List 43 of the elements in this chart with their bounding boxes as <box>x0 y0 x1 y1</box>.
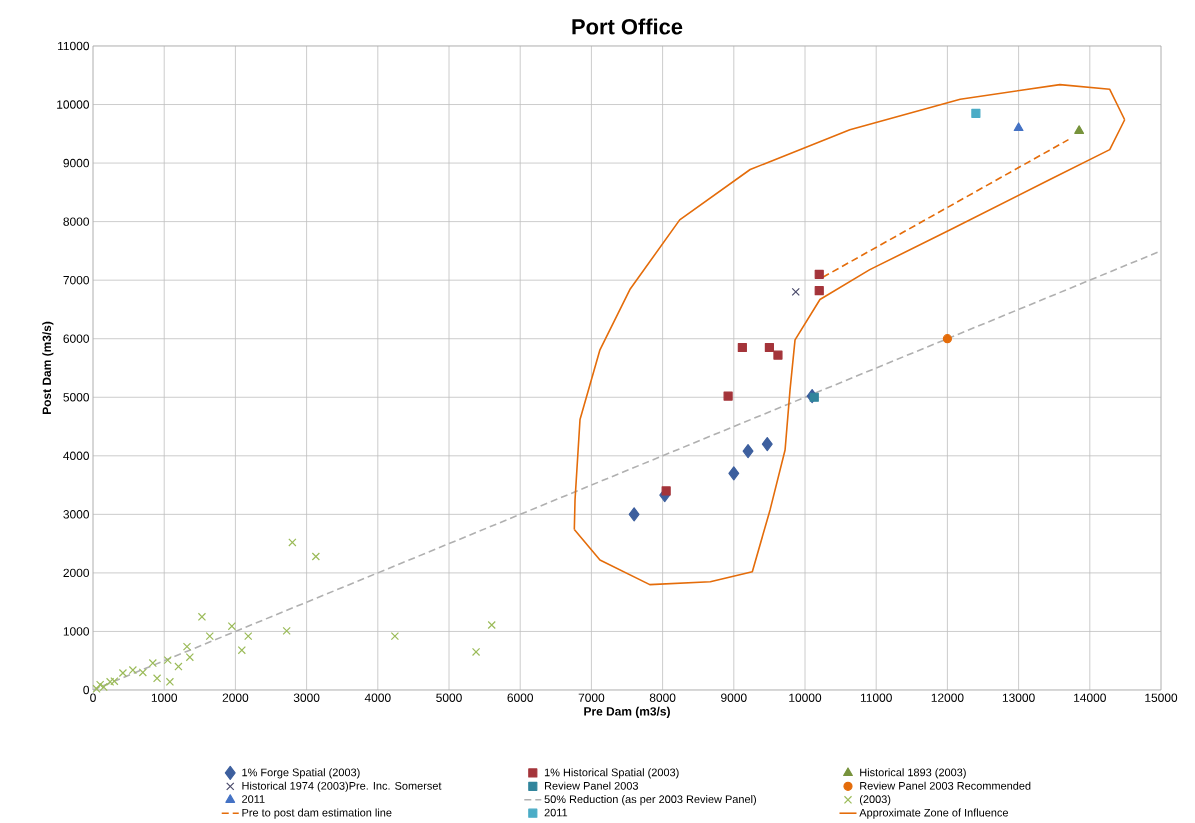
x-tick-label: 14000 <box>1074 693 1106 702</box>
x-tick-label: 1000 <box>151 693 178 702</box>
legend-label: 50% Reduction (as per 2003 Review Panel) <box>544 795 756 806</box>
y-tick-label: 7000 <box>63 275 90 285</box>
legend-label: Approximate Zone of Influence <box>859 808 1009 819</box>
x-tick-label: 12000 <box>931 693 964 702</box>
x-tick-label: 11000 <box>860 693 892 702</box>
x-tick-label: 15000 <box>1145 693 1178 702</box>
legend-label: (2003) <box>859 795 891 806</box>
legend-label: 1% Forge Spatial (2003) <box>242 768 360 779</box>
y-tick-label: 10000 <box>57 100 90 109</box>
x-tick-label: 0 <box>90 693 96 702</box>
x-tick-label: 8000 <box>649 693 676 702</box>
x-tick-label: 5000 <box>436 693 462 702</box>
x-tick-label: 13000 <box>1002 693 1035 702</box>
y-tick-label: 1000 <box>63 627 90 636</box>
legend-label: Review Panel 2003 Recommended <box>860 781 1031 790</box>
legend-label: Pre to post dam estimation line <box>242 808 392 819</box>
y-tick-label: 5000 <box>63 393 90 402</box>
x-tick-label: 9000 <box>721 693 747 702</box>
legend-label: 1% Historical Spatial (2003) <box>544 768 679 779</box>
x-tick-label: 4000 <box>364 693 391 702</box>
x-tick-label: 7000 <box>578 693 605 702</box>
y-tick-label: 0 <box>83 685 90 695</box>
legend-label: 2011 <box>544 808 568 817</box>
y-tick-label: 9000 <box>63 158 90 168</box>
y-tick-label: 2000 <box>63 568 90 578</box>
legend-label: Historical 1974 (2003)Pre. Inc. Somerset <box>242 781 442 792</box>
legend-label: 2011 <box>242 795 265 803</box>
y-tick-label: 11000 <box>58 41 90 51</box>
y-tick-label: 3000 <box>63 510 90 519</box>
x-tick-label: 10000 <box>789 693 822 702</box>
x-tick-label: 2000 <box>222 693 249 702</box>
y-axis-title: Post Dam (m3/s) <box>42 321 54 415</box>
chart-title: Port Office <box>572 18 683 35</box>
legend-label: Review Panel 2003 <box>545 781 639 790</box>
x-tick-label: 3000 <box>293 693 320 702</box>
y-tick-label: 6000 <box>63 334 90 343</box>
y-tick-label: 4000 <box>63 451 90 461</box>
x-axis-title: Pre Dam (m3/s) <box>584 706 670 718</box>
legend-label: Historical 1893 (2003) <box>860 768 966 779</box>
y-tick-label: 8000 <box>63 217 90 226</box>
x-tick-label: 6000 <box>507 693 534 702</box>
